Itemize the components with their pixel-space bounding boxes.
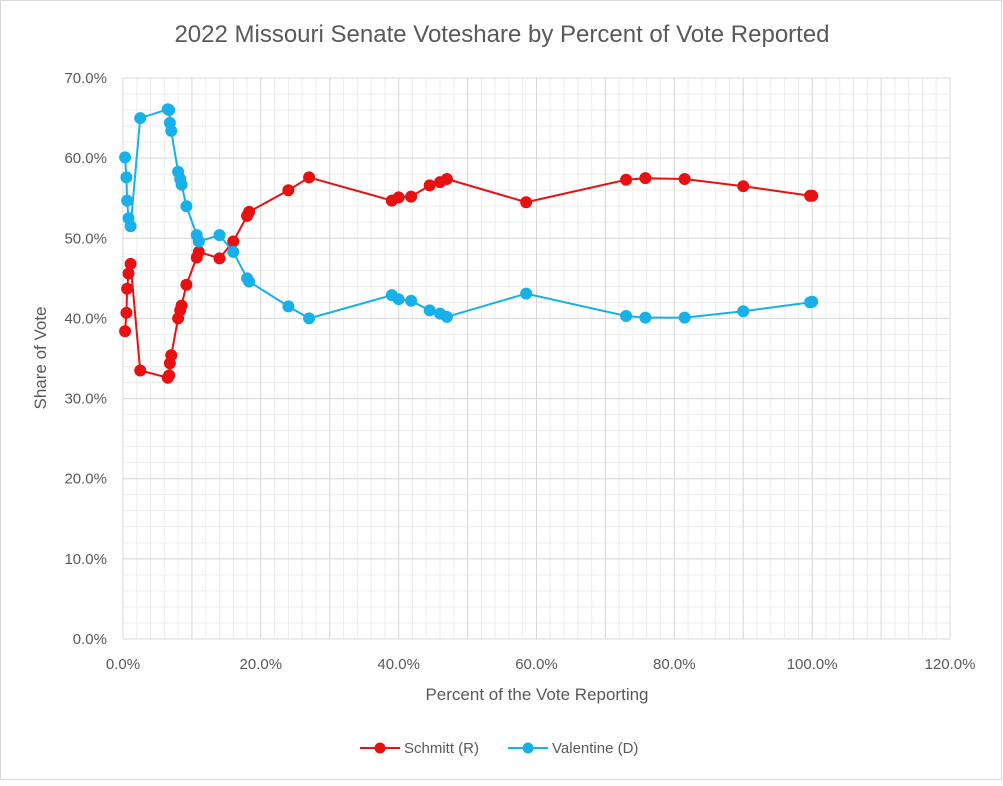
legend-point-marker [522,742,534,754]
y-tick-label: 70.0% [64,70,107,87]
data-point [165,349,178,362]
data-point [282,184,295,197]
data-point [119,151,132,164]
data-point [405,190,418,203]
y-axis-title: Share of Vote [31,306,50,409]
axis-labels: 0.0% 10.0% 20.0% 30.0% 40.0% 50.0% 60.0% 70.0% 0… [64,70,975,673]
data-point [124,220,137,233]
series-schmitt [119,171,819,384]
data-point [120,171,133,184]
data-point [163,104,176,117]
data-point [303,171,316,184]
x-tick-label: 80.0% [653,656,696,673]
data-point [165,124,178,137]
data-point [392,191,405,204]
gridlines [122,77,951,640]
data-point [227,235,240,248]
x-tick-label: 40.0% [377,656,420,673]
y-tick-label: 50.0% [64,230,107,247]
data-point [122,267,135,280]
data-point [639,311,652,324]
x-tick-label: 20.0% [240,656,283,673]
data-point [678,172,691,185]
data-point [423,304,436,317]
data-point [620,310,633,323]
legend-item-valentine: Valentine (D) [508,740,638,757]
legend-label: Schmitt (R) [404,740,479,757]
data-point [192,235,205,248]
data-point [120,306,133,319]
x-tick-label: 120.0% [925,656,976,673]
x-tick-label: 60.0% [515,656,558,673]
y-tick-label: 60.0% [64,150,107,167]
data-point [121,282,134,295]
data-point [180,200,193,213]
data-point [175,299,188,312]
data-point [119,325,132,338]
data-point [440,172,453,185]
data-point [737,305,750,318]
data-point [520,196,533,209]
legend-label: Valentine (D) [552,740,638,757]
data-point [405,294,418,307]
x-axis-title: Percent of the Vote Reporting [425,685,648,704]
data-point [124,257,137,270]
data-point [620,173,633,186]
data-point [163,369,176,382]
data-point [227,245,240,258]
series-valentine [119,103,819,325]
data-point [806,295,819,308]
legend-point-marker [374,742,386,754]
data-point [737,180,750,193]
plot-series [119,103,819,384]
x-tick-label: 100.0% [787,656,838,673]
data-point [243,275,256,288]
data-point [806,189,819,202]
data-point [440,310,453,323]
y-tick-label: 0.0% [73,631,107,648]
legend: Schmitt (R) Valentine (D) [360,740,638,757]
data-point [213,229,226,242]
data-point [134,364,147,377]
data-point [121,194,134,207]
data-point [213,252,226,265]
legend-item-schmitt: Schmitt (R) [360,740,479,757]
x-tick-label: 0.0% [106,656,140,673]
data-point [134,112,147,125]
data-point [175,178,188,191]
y-tick-label: 20.0% [64,471,107,488]
data-point [678,311,691,324]
data-point [180,278,193,291]
data-point [282,300,295,313]
data-point [392,293,405,306]
y-tick-label: 30.0% [64,391,107,408]
data-point [639,172,652,185]
data-point [243,205,256,218]
data-point [192,245,205,258]
data-point [303,312,316,325]
chart-title: 2022 Missouri Senate Voteshare by Percen… [174,21,829,48]
data-point [423,179,436,192]
data-point [520,287,533,300]
y-tick-label: 40.0% [64,310,107,327]
y-tick-label: 10.0% [64,551,107,568]
